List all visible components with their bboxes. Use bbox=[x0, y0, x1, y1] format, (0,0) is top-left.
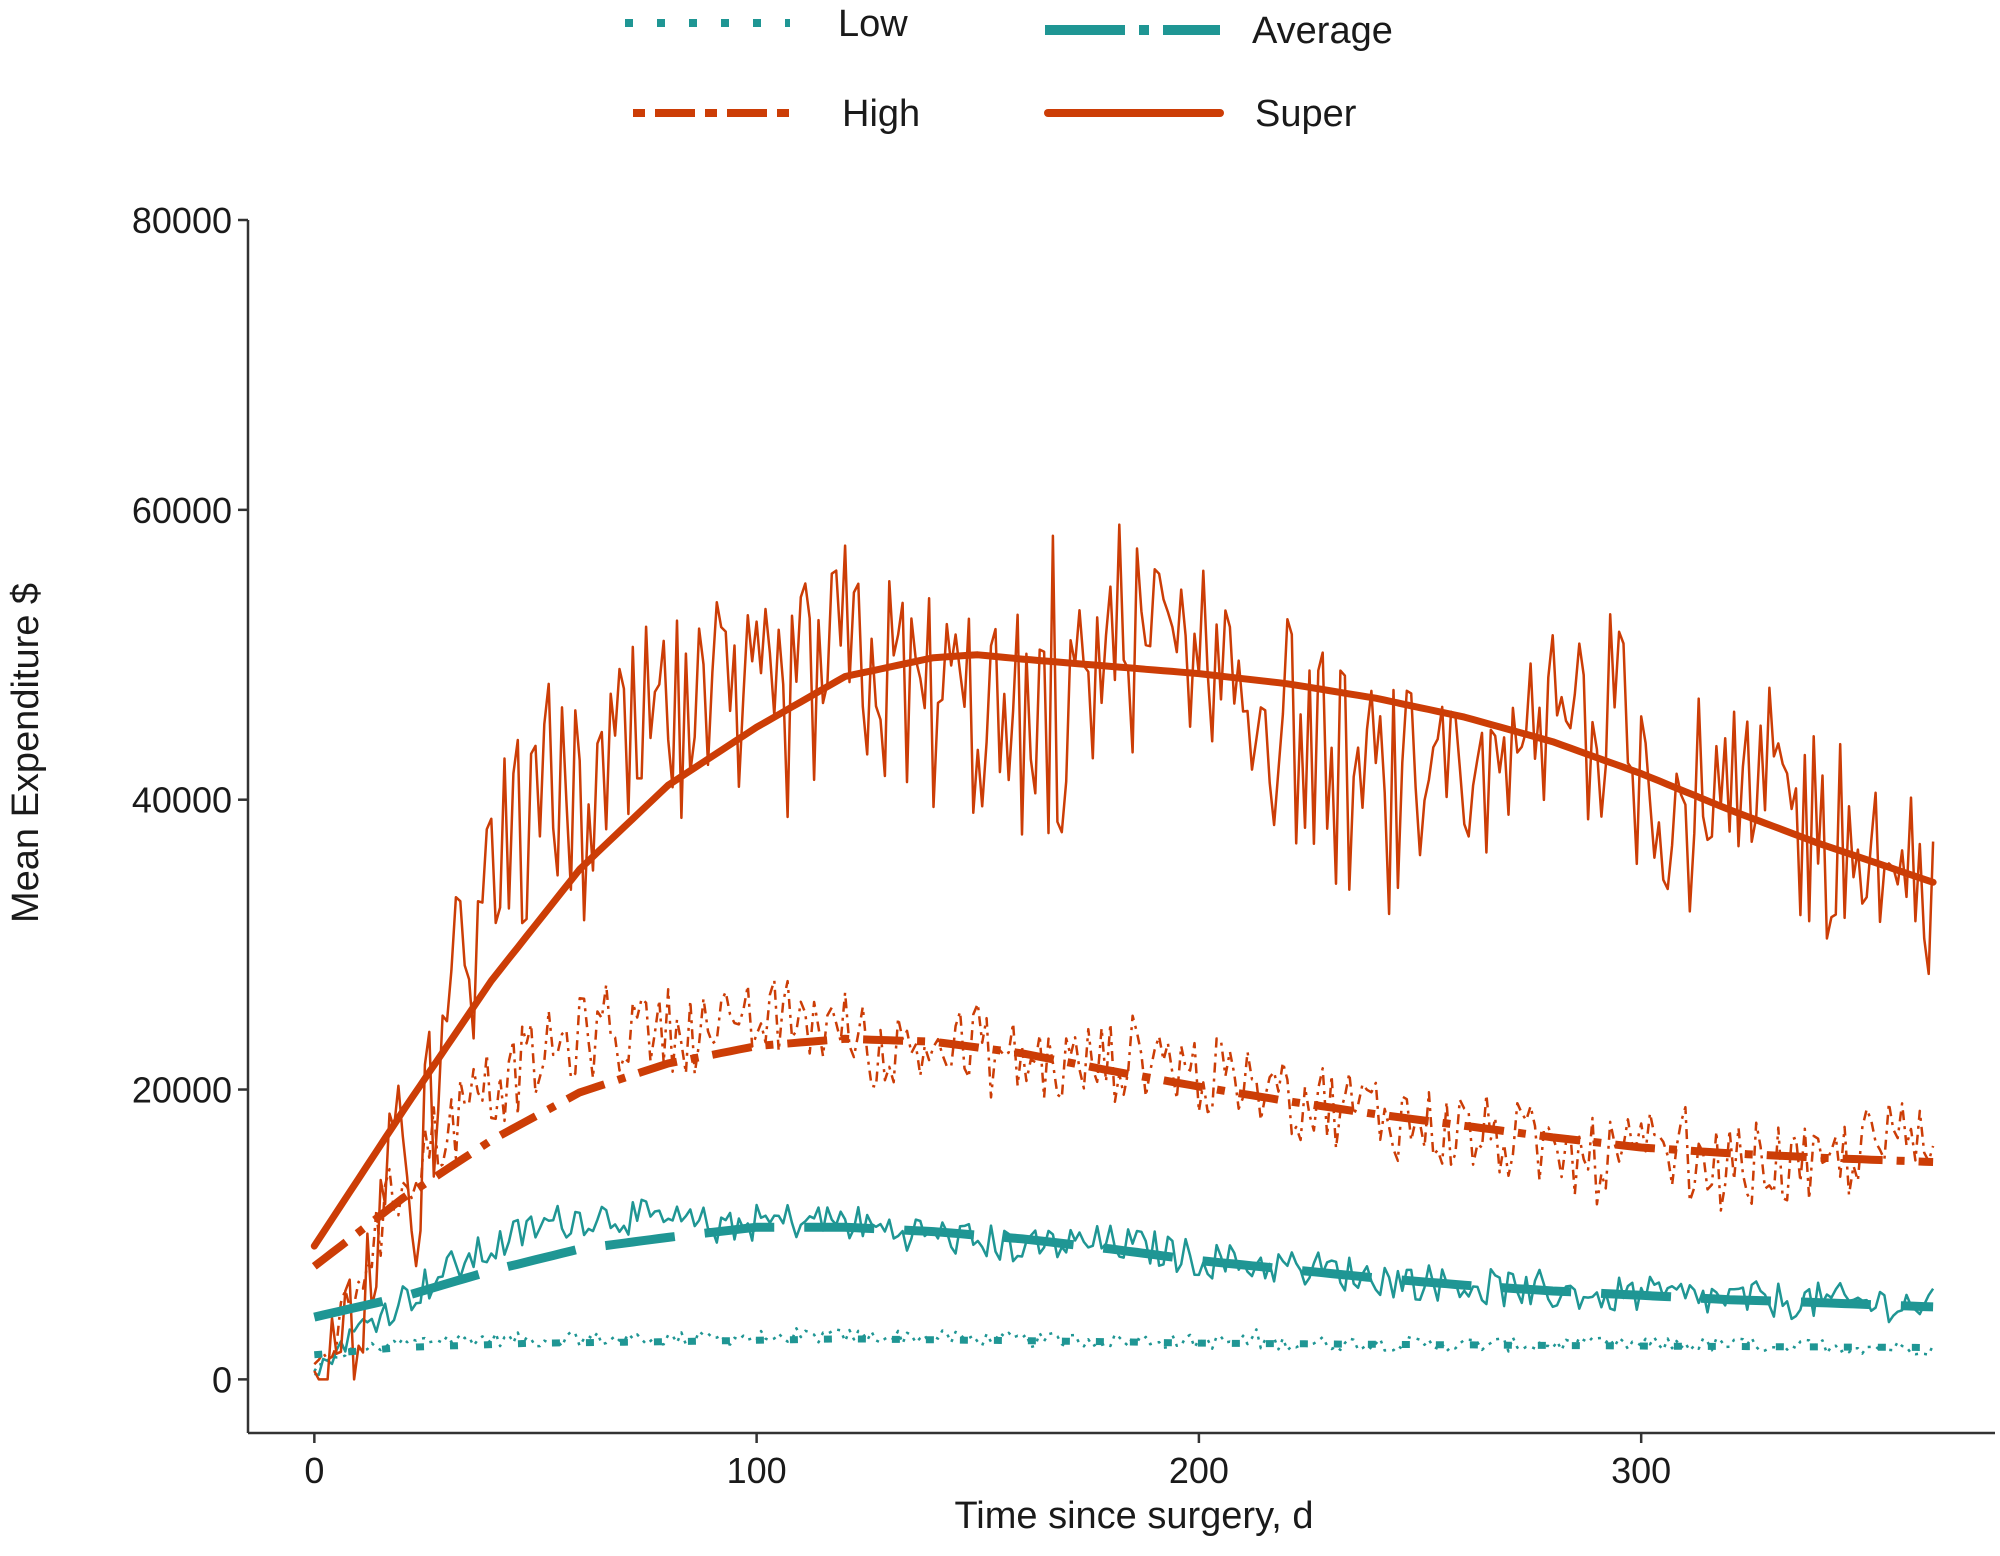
legend-label: Average bbox=[1252, 10, 1393, 52]
series-trend-low bbox=[314, 1335, 1934, 1359]
y-tick-label: 80000 bbox=[132, 200, 232, 241]
legend-item-low: Low bbox=[625, 3, 908, 45]
legend-label: Super bbox=[1255, 93, 1357, 135]
y-tick-label: 60000 bbox=[132, 490, 232, 531]
x-tick-label: 0 bbox=[304, 1450, 324, 1491]
x-axis-title: Time since surgery, d bbox=[955, 1495, 1314, 1537]
y-tick-label: 0 bbox=[212, 1359, 232, 1400]
series-raw-high bbox=[313, 979, 1935, 1366]
y-tick-label: 20000 bbox=[132, 1070, 232, 1111]
legend-item-average: Average bbox=[1045, 10, 1393, 52]
y-axis-title: Mean Expenditure $ bbox=[5, 583, 47, 923]
axes: 0 20000 40000 60000 80000 0 100 200 300 bbox=[132, 200, 1995, 1491]
series-raw-low bbox=[313, 1327, 1935, 1372]
x-tick-label: 300 bbox=[1611, 1450, 1671, 1491]
legend-item-high: High bbox=[633, 93, 920, 135]
series-trend-super bbox=[310, 651, 1937, 1250]
x-axis-ticks: 0 100 200 300 bbox=[304, 1433, 1671, 1491]
y-tick-label: 40000 bbox=[132, 780, 232, 821]
x-tick-label: 200 bbox=[1169, 1450, 1229, 1491]
legend-label: High bbox=[842, 93, 920, 135]
x-tick-label: 100 bbox=[727, 1450, 787, 1491]
trend-series-layer bbox=[310, 651, 1937, 1359]
series-raw-super bbox=[313, 523, 1935, 1381]
legend-item-super: Super bbox=[1044, 93, 1357, 135]
series-raw-average bbox=[314, 1198, 1935, 1377]
legend-label: Low bbox=[838, 3, 908, 45]
legend: Low Average High Super bbox=[625, 3, 1393, 135]
y-axis-ticks: 0 20000 40000 60000 80000 bbox=[132, 200, 248, 1400]
series-trend-high bbox=[311, 1034, 1934, 1270]
series-trend-average bbox=[313, 1222, 1934, 1322]
